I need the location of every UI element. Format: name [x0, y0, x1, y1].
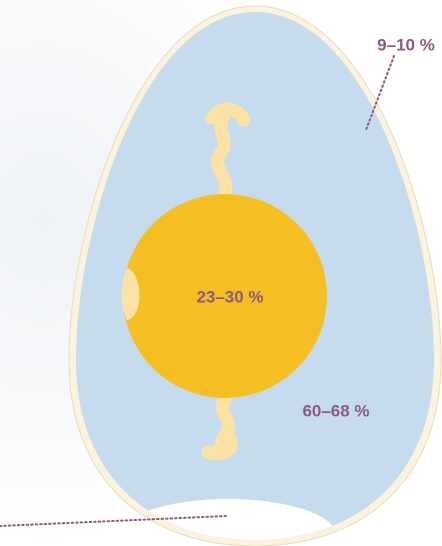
- shell-label: 9–10 %: [377, 35, 435, 54]
- yolk-label: 23–30 %: [196, 287, 263, 306]
- page: {"labels": {"shell": "9–10 %", "yolk": "…: [0, 0, 442, 546]
- albumen-label: 60–68 %: [302, 401, 369, 420]
- egg-diagram: 9–10 % 23–30 % 60–68 %: [0, 0, 442, 546]
